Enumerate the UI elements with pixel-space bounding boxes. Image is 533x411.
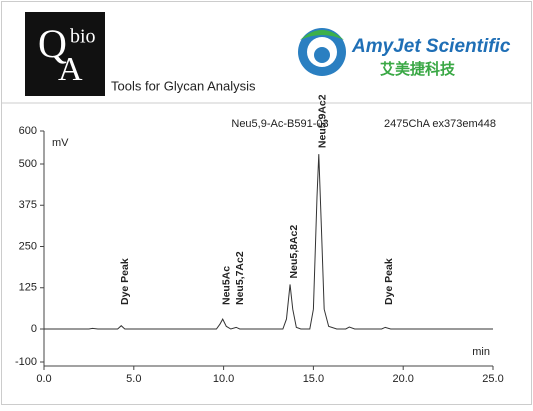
logo-a: A bbox=[58, 51, 83, 88]
peak-label: Neu5,7Ac2 bbox=[234, 251, 246, 305]
brand-cn: 艾美捷科技 bbox=[380, 60, 456, 78]
x-tick-label: 20.0 bbox=[392, 373, 413, 385]
y-tick-label: 500 bbox=[19, 158, 37, 170]
y-tick-label: 600 bbox=[19, 125, 37, 137]
y-axis-label: mV bbox=[52, 137, 69, 149]
peak-label: Neu5,8Ac2 bbox=[288, 225, 300, 279]
y-tick-label: 0 bbox=[31, 323, 37, 335]
y-tick-label: 375 bbox=[19, 199, 37, 211]
peak-label: Neu5Ac bbox=[220, 266, 232, 305]
logo-bio: bio bbox=[70, 26, 96, 48]
logo-q: Q bbox=[38, 21, 67, 66]
trace bbox=[44, 154, 493, 330]
chart-title: Neu5,9-Ac-B591-03 bbox=[231, 118, 328, 130]
x-axis-label: min bbox=[472, 346, 490, 358]
tagline: Tools for Glycan Analysis bbox=[111, 78, 256, 93]
brand-name: AmyJet Scientific bbox=[351, 36, 511, 57]
y-tick-label: -100 bbox=[15, 356, 37, 368]
x-tick-label: 0.0 bbox=[36, 373, 51, 385]
x-tick-label: 15.0 bbox=[303, 373, 324, 385]
x-tick-label: 25.0 bbox=[482, 373, 503, 385]
x-tick-label: 10.0 bbox=[213, 373, 234, 385]
chart-subtitle: 2475ChA ex373em448 bbox=[384, 118, 496, 130]
peak-label: Dye Peak bbox=[383, 258, 395, 305]
frame bbox=[1, 1, 532, 405]
peak-label: Neu5,9Ac2 bbox=[317, 94, 329, 148]
qa-logo bbox=[25, 12, 105, 96]
y-tick-label: 125 bbox=[19, 282, 37, 294]
y-tick-label: 250 bbox=[19, 240, 37, 252]
x-tick-label: 5.0 bbox=[126, 373, 141, 385]
peak-label: Dye Peak bbox=[119, 258, 131, 305]
brand-icon bbox=[298, 28, 346, 76]
